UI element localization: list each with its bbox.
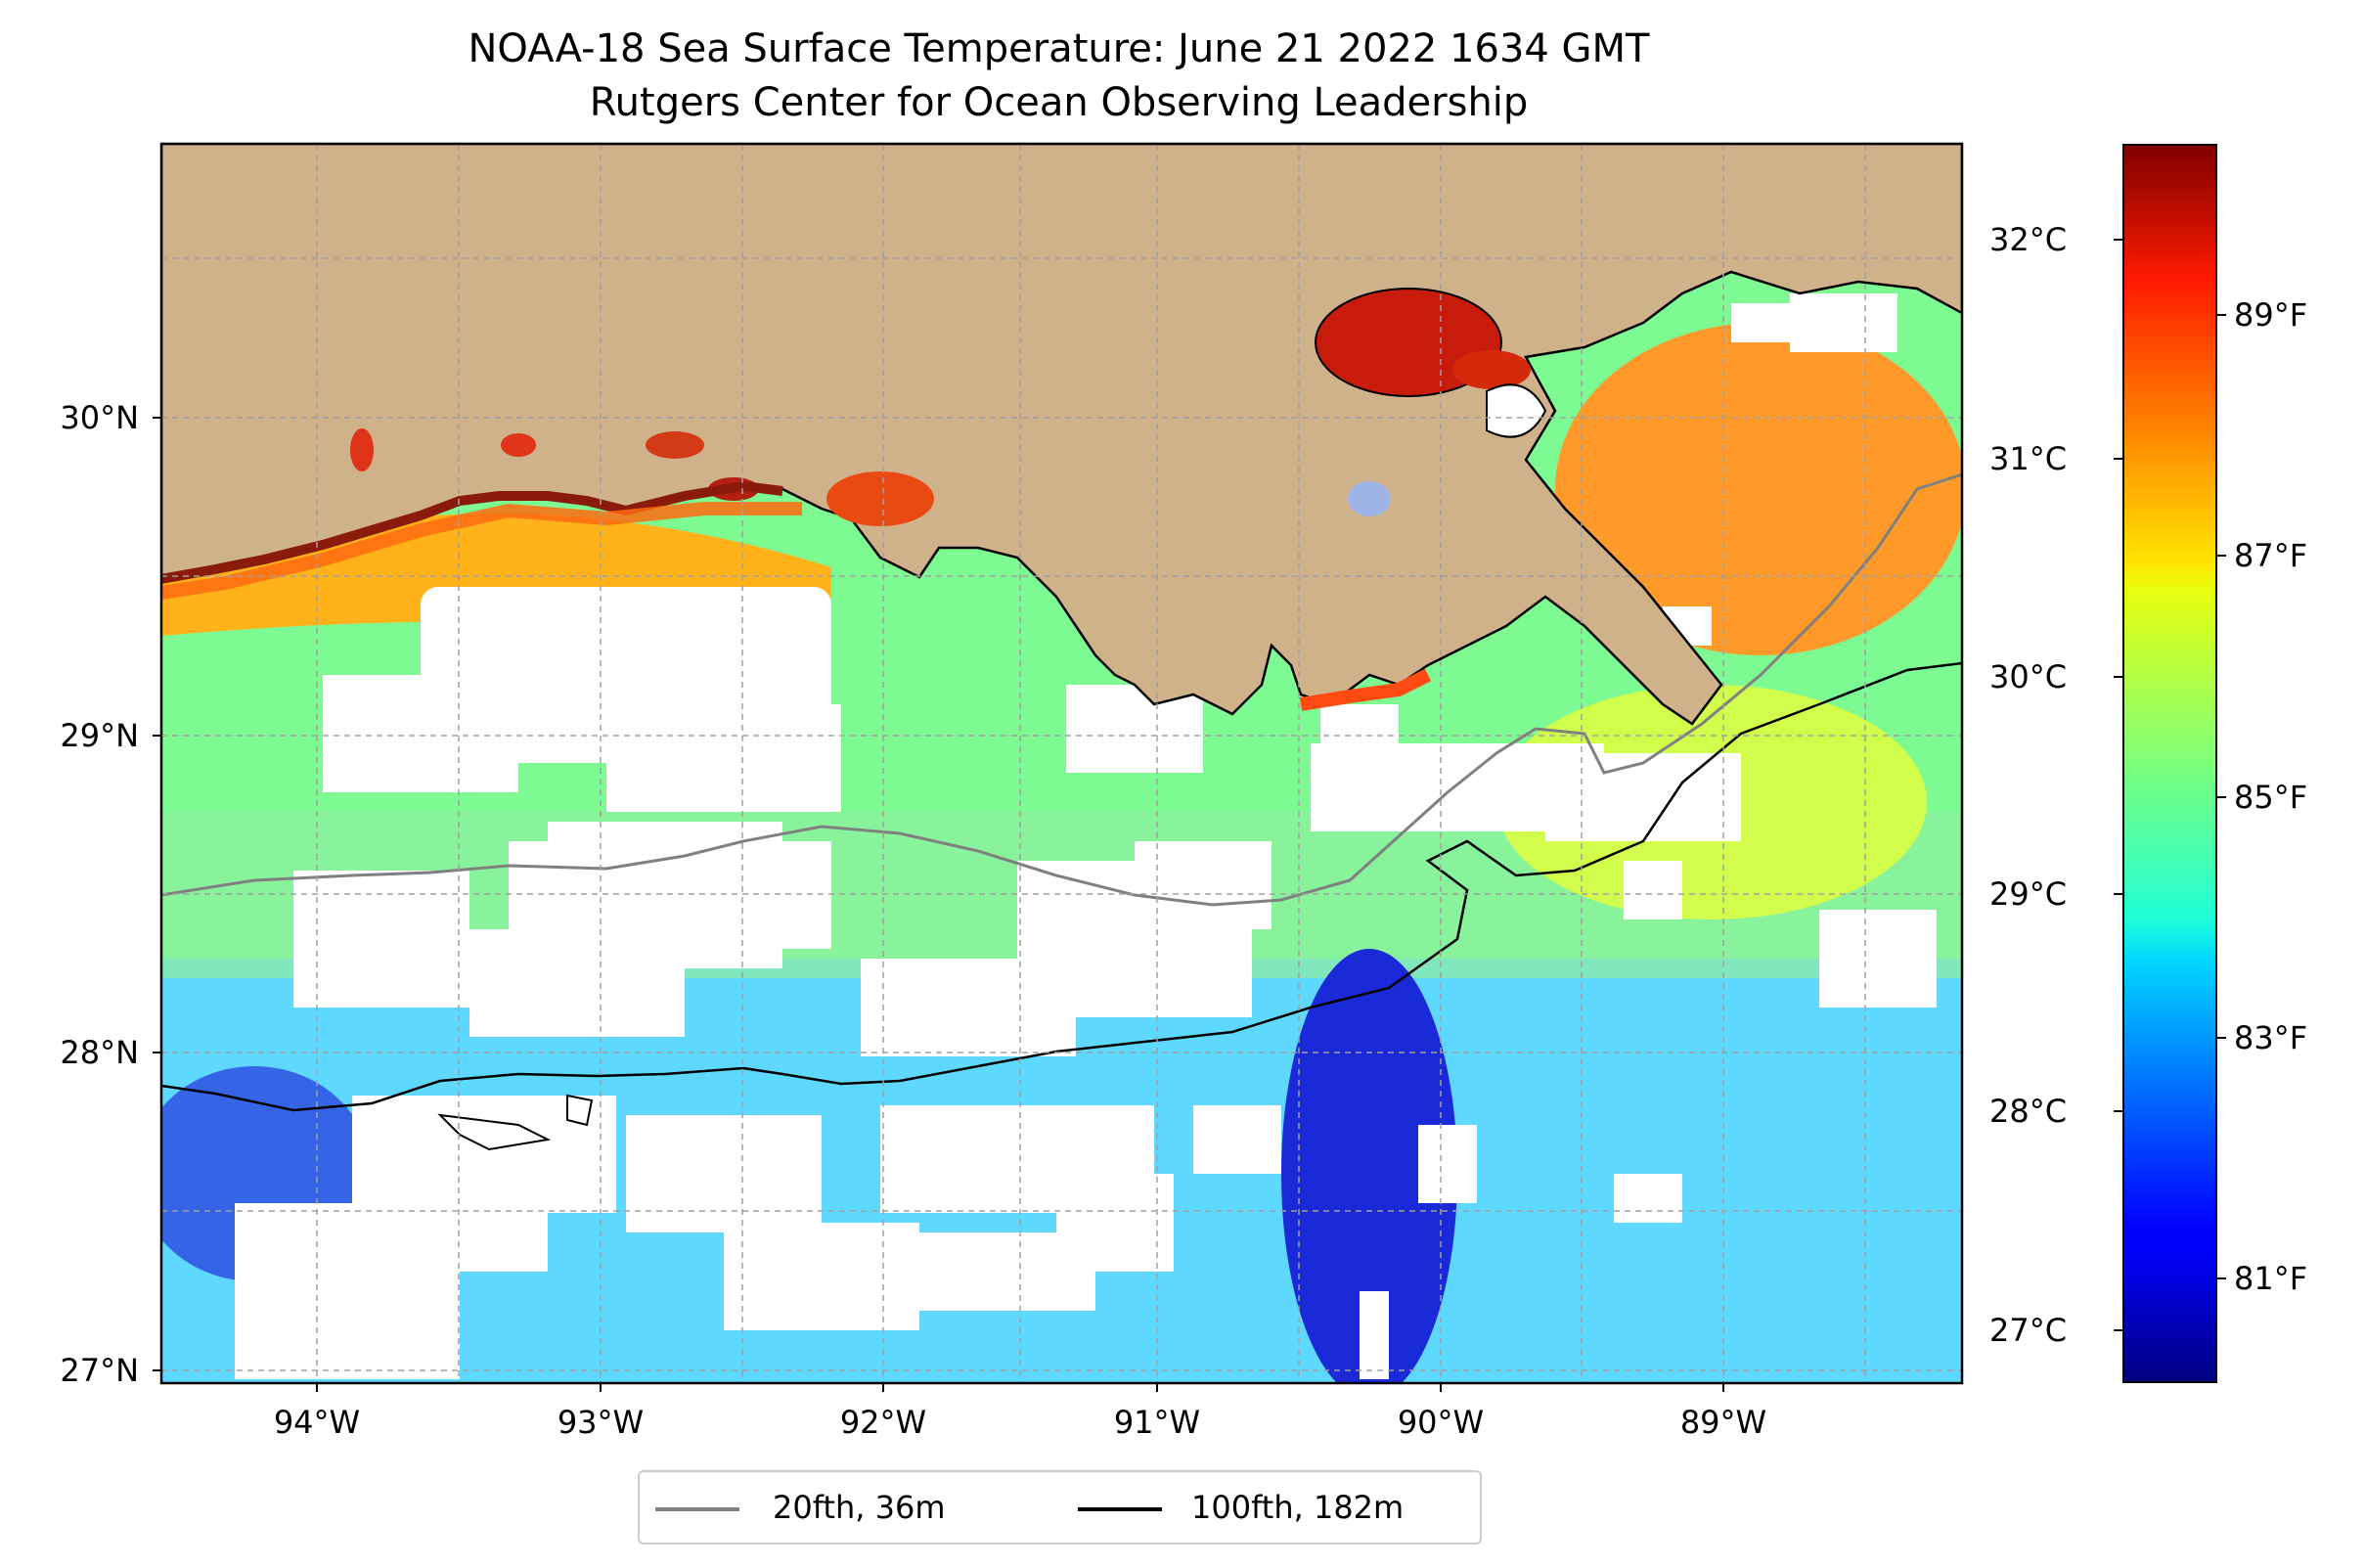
lake-maurepas bbox=[1452, 350, 1531, 389]
colorbar-celsius-label: 27°C bbox=[1989, 1312, 2068, 1349]
colorbar-celsius-label: 32°C bbox=[1989, 221, 2068, 258]
colorbar-fahrenheit-label: 81°F bbox=[2234, 1260, 2308, 1297]
bay-vermilion bbox=[826, 471, 934, 526]
lat-tick-label: 28°N bbox=[60, 1034, 139, 1071]
map-frame bbox=[159, 142, 1964, 1385]
colorbar-celsius-label: 29°C bbox=[1989, 875, 2068, 913]
lat-tick-label: 29°N bbox=[60, 717, 139, 754]
colorbar-celsius-label: 28°C bbox=[1989, 1093, 2068, 1130]
legend-line-20fth bbox=[655, 1507, 739, 1511]
lake-borgne bbox=[1486, 383, 1547, 438]
contour-100fth-islands bbox=[437, 1113, 552, 1151]
chart-title-line-2: Rutgers Center for Ocean Observing Leade… bbox=[589, 80, 1529, 125]
lon-tick-label: 94°W bbox=[273, 1404, 361, 1441]
lon-tick-label: 92°W bbox=[839, 1404, 927, 1441]
inland-water-1 bbox=[501, 433, 536, 457]
chart-title-line-1: NOAA-18 Sea Surface Temperature: June 21… bbox=[468, 26, 1650, 71]
inland-water-2 bbox=[646, 431, 704, 459]
gridlines bbox=[161, 144, 1962, 1383]
coastal-warm-strip-2 bbox=[161, 502, 802, 600]
sst-warm-patch-east bbox=[1555, 323, 1962, 655]
axis-ticks bbox=[153, 417, 1724, 1392]
delta-warm-strip bbox=[1299, 668, 1432, 711]
colorbar-gradient bbox=[2122, 144, 2217, 1383]
colorbar-ticks bbox=[2114, 239, 2226, 1331]
sabine-lake bbox=[350, 428, 374, 471]
legend: 20fth, 36m 100fth, 182m bbox=[638, 1470, 1482, 1545]
inland-water-4 bbox=[1348, 481, 1391, 516]
coastal-warm-strip bbox=[161, 480, 783, 584]
lon-tick-label: 93°W bbox=[557, 1404, 645, 1441]
legend-label-20fth: 20fth, 36m bbox=[773, 1489, 946, 1526]
lat-tick-label: 27°N bbox=[60, 1352, 139, 1389]
contour-100fth-bank bbox=[566, 1094, 594, 1127]
map-area bbox=[161, 144, 1962, 1383]
lat-tick-label: 30°N bbox=[60, 399, 139, 436]
contour-20fth bbox=[161, 472, 1962, 907]
legend-line-100fth bbox=[1078, 1507, 1162, 1511]
colorbar-celsius-label: 31°C bbox=[1989, 440, 2068, 477]
colorbar-fahrenheit-label: 85°F bbox=[2234, 779, 2308, 816]
colorbar-fahrenheit-label: 87°F bbox=[2234, 537, 2308, 574]
lon-tick-label: 91°W bbox=[1113, 1404, 1201, 1441]
sst-cold-plume bbox=[1281, 949, 1457, 1383]
colorbar bbox=[2122, 144, 2217, 1383]
cloud-mask bbox=[235, 293, 1937, 1379]
lon-tick-label: 89°W bbox=[1679, 1404, 1767, 1441]
colorbar-fahrenheit-label: 83°F bbox=[2234, 1019, 2308, 1056]
colorbar-celsius-label: 30°C bbox=[1989, 658, 2068, 695]
lon-tick-label: 90°W bbox=[1397, 1404, 1485, 1441]
legend-label-100fth: 100fth, 182m bbox=[1191, 1489, 1405, 1526]
contour-100fth bbox=[161, 661, 1962, 1112]
colorbar-fahrenheit-label: 89°F bbox=[2234, 296, 2308, 334]
